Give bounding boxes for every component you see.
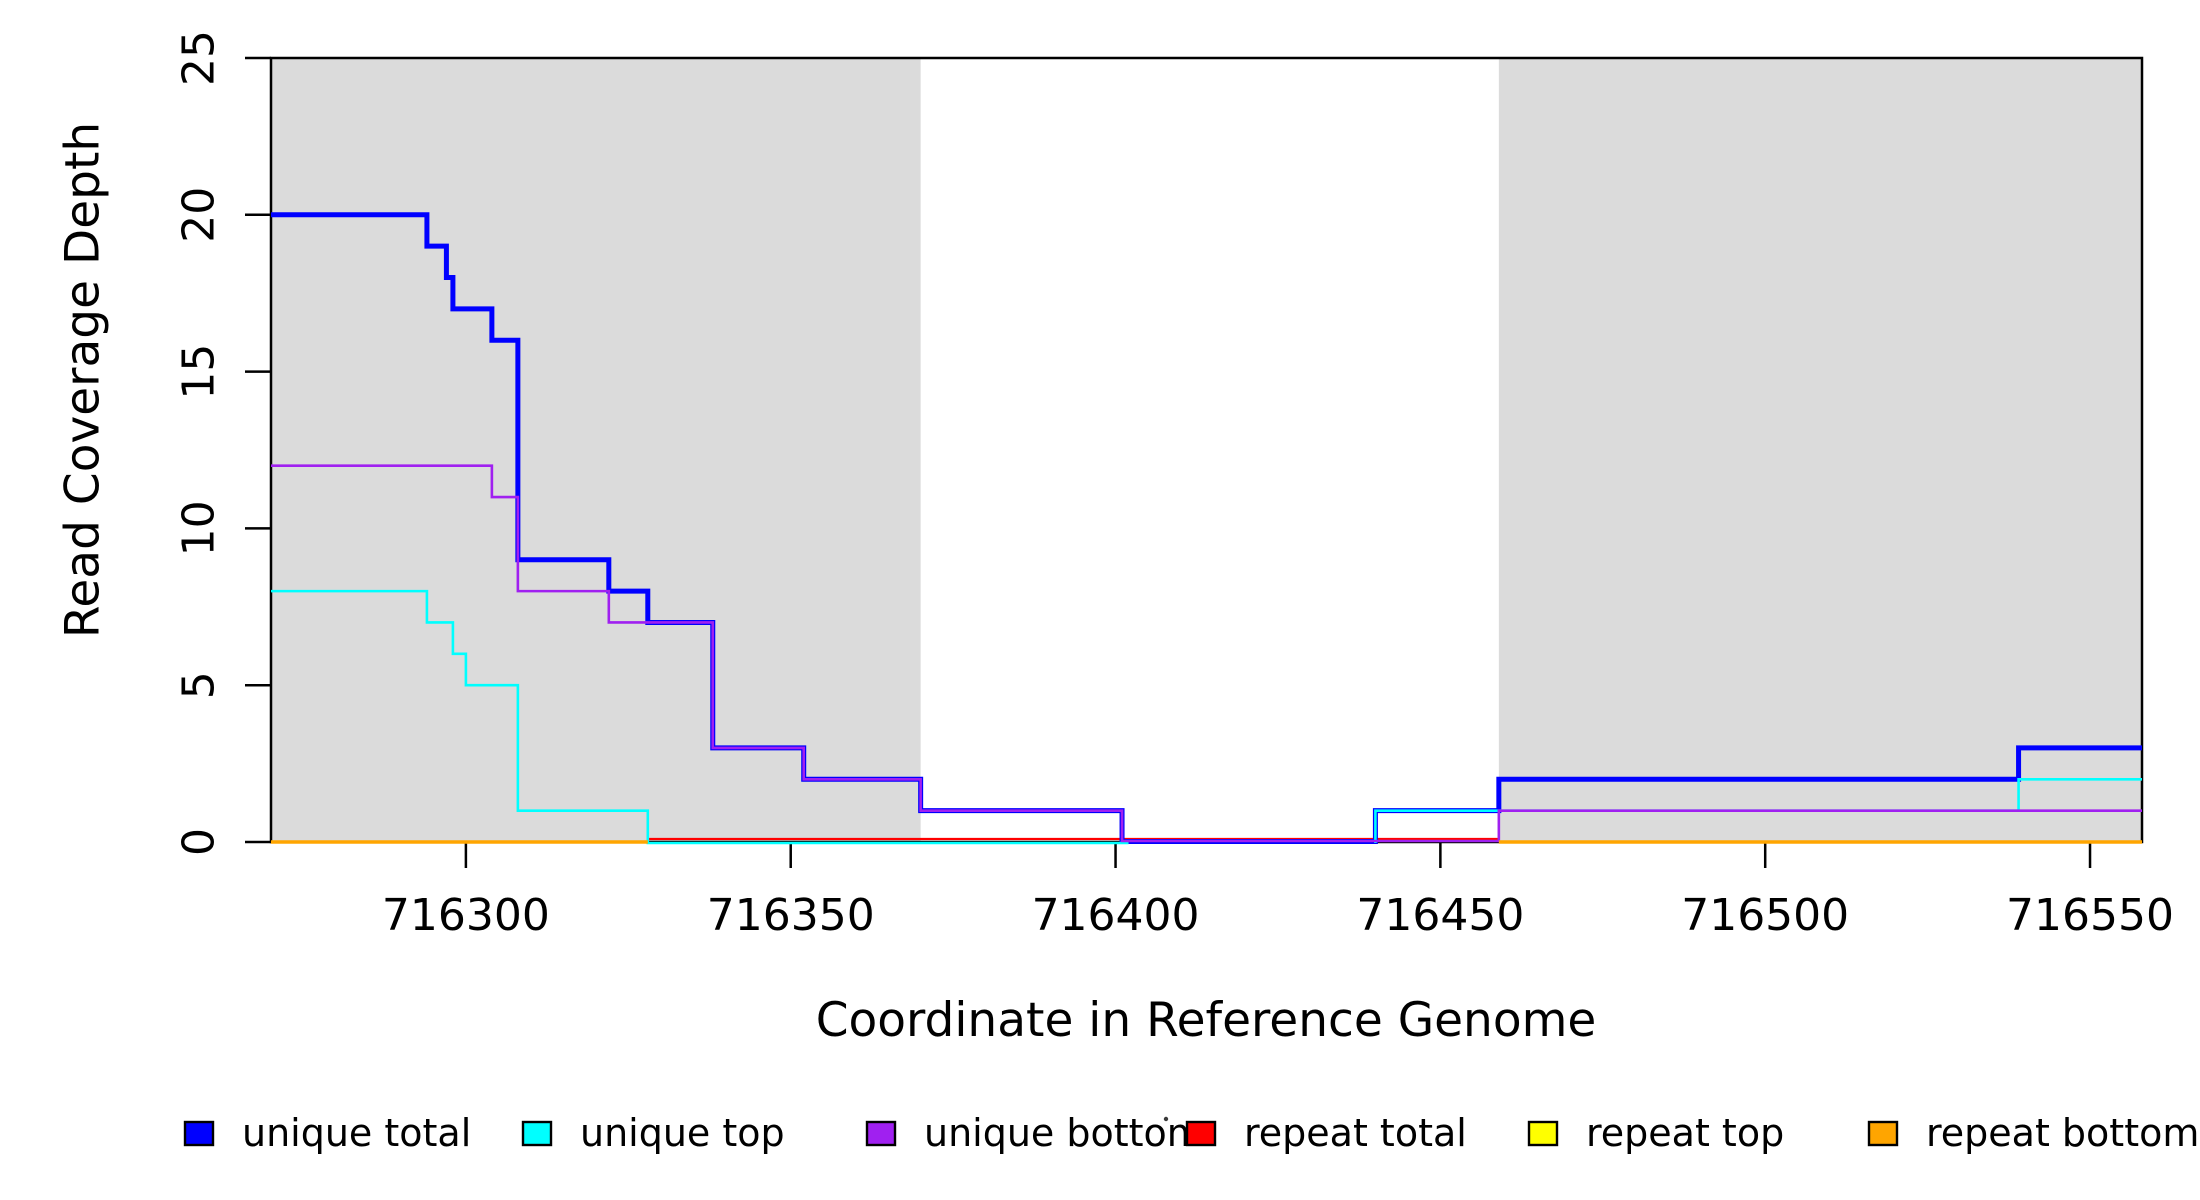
legend-label-unique-bottom: unique bottom bbox=[924, 1111, 1204, 1155]
series-line-unique_bottom bbox=[271, 464, 2142, 843]
y-tick-label: 20 bbox=[173, 187, 224, 243]
legend-item-unique-top: unique top bbox=[521, 1111, 785, 1155]
y-tick-label: 15 bbox=[173, 344, 224, 400]
series-line-unique_top bbox=[271, 589, 1129, 845]
legend-label-unique-top: unique top bbox=[580, 1111, 785, 1155]
legend-item-repeat-total: repeat total bbox=[1185, 1111, 1467, 1155]
legend-swatch-repeat-bottom bbox=[1867, 1120, 1899, 1147]
x-tick-label: 716450 bbox=[1356, 890, 1524, 941]
legend-item-unique-bottom: unique bottom bbox=[865, 1111, 1204, 1155]
stray-dot bbox=[1163, 1116, 1169, 1122]
legend-label-repeat-top: repeat top bbox=[1586, 1111, 1784, 1155]
y-tick-label: 0 bbox=[173, 828, 224, 856]
legend-swatch-unique-bottom bbox=[865, 1120, 897, 1147]
repeat-region-right bbox=[1498, 58, 2142, 842]
legend-swatch-repeat-total bbox=[1185, 1120, 1217, 1147]
x-tick-label: 716300 bbox=[382, 890, 550, 941]
x-tick-label: 716400 bbox=[1032, 890, 1200, 941]
y-axis-title: Read Coverage Depth bbox=[55, 122, 110, 638]
legend-item-repeat-bottom: repeat bottom bbox=[1867, 1111, 2199, 1155]
legend-item-unique-total: unique total bbox=[183, 1111, 471, 1155]
legend-label-unique-total: unique total bbox=[242, 1111, 471, 1155]
y-tick-label: 5 bbox=[173, 671, 224, 699]
legend-swatch-unique-top bbox=[521, 1120, 553, 1147]
legend-item-repeat-top: repeat top bbox=[1527, 1111, 1784, 1155]
x-tick-label: 716550 bbox=[2006, 890, 2174, 941]
y-tick-label: 25 bbox=[173, 30, 224, 86]
x-tick-label: 716500 bbox=[1681, 890, 1849, 941]
x-tick-label: 716350 bbox=[707, 890, 875, 941]
repeat-region-left bbox=[271, 58, 921, 842]
legend-label-repeat-bottom: repeat bottom bbox=[1926, 1111, 2199, 1155]
legend-swatch-unique-total bbox=[183, 1120, 215, 1147]
legend-swatch-repeat-top bbox=[1527, 1120, 1559, 1147]
x-axis-title: Coordinate in Reference Genome bbox=[816, 993, 1597, 1048]
legend-label-repeat-total: repeat total bbox=[1244, 1111, 1467, 1155]
y-tick-label: 10 bbox=[173, 500, 224, 556]
